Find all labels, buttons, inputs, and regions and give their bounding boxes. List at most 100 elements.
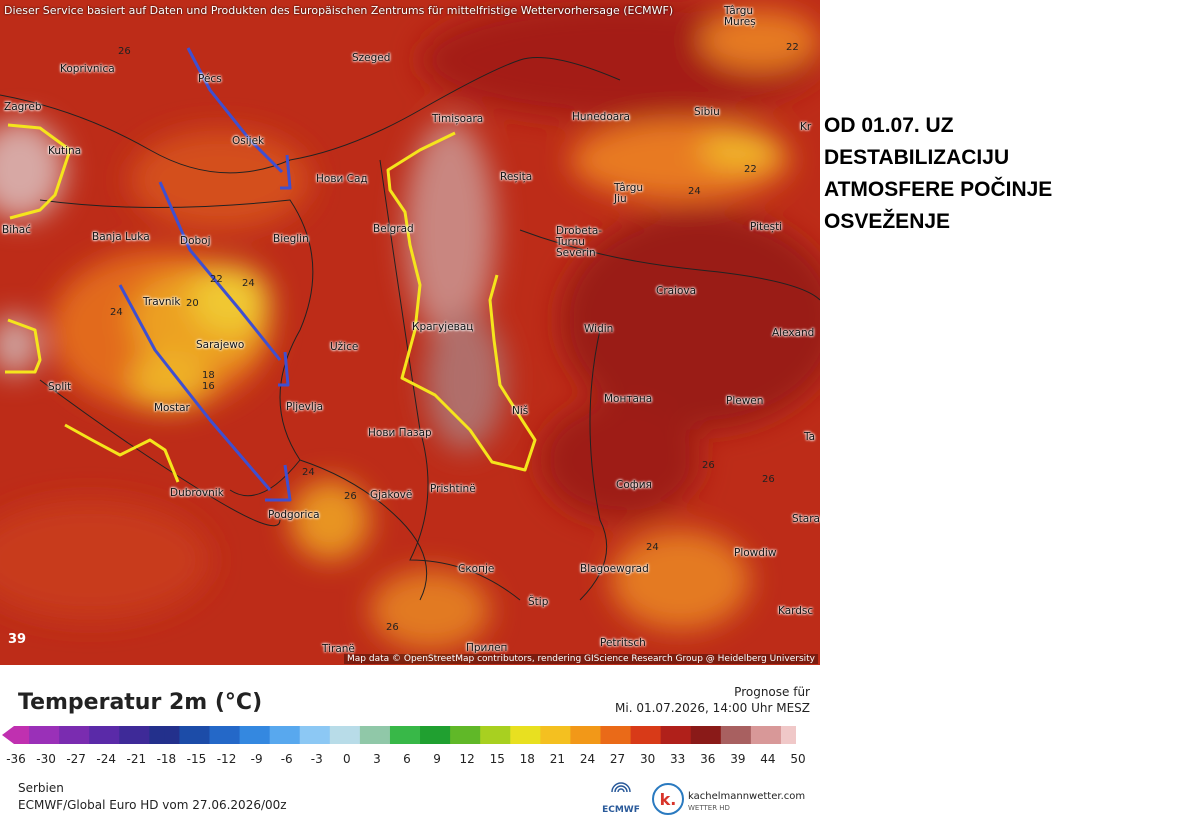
place-label: Stara	[792, 513, 820, 525]
place-label: Štip	[528, 596, 549, 608]
kachelmann-sub: WETTER HD	[688, 804, 730, 812]
place-label: Târgu Jiu	[614, 182, 644, 205]
place-label: Podgorica	[268, 509, 320, 521]
scale-label: -36	[6, 752, 26, 766]
place-label: Plewen	[726, 395, 764, 407]
place-label: Kutina	[48, 145, 82, 157]
place-label: Ta	[804, 431, 816, 443]
contour-label: 24	[302, 467, 315, 478]
contour-label: 26	[344, 491, 357, 502]
place-label: Târgu Mureș	[724, 5, 756, 28]
scale-label: -18	[156, 752, 177, 766]
ecmwf-icon	[611, 782, 631, 793]
annotation-line: ATMOSFERE POČINJE	[824, 178, 1053, 201]
place-label: Крагујевац	[412, 321, 474, 333]
place-label: Craiova	[656, 285, 697, 297]
scale-segment	[29, 726, 45, 744]
scale-segment	[254, 726, 271, 744]
color-scale	[2, 726, 796, 744]
scale-segment	[450, 726, 466, 744]
contour-label: 26	[386, 622, 399, 633]
place-label: Osijek	[232, 135, 265, 147]
place-label: Dubrovnik	[170, 487, 224, 499]
annotation-line: OD 01.07. UZ	[824, 114, 954, 137]
scale-label: -15	[186, 752, 207, 766]
place-label: Belgrad	[373, 223, 414, 235]
place-label: Widin	[584, 323, 614, 335]
place-label: Gjakovë	[370, 489, 413, 501]
contour-label: 20	[186, 298, 199, 309]
scale-label: 27	[609, 752, 626, 766]
scale-label: -21	[126, 752, 147, 766]
scale-segment	[630, 726, 647, 744]
contour-label: 24	[242, 278, 255, 289]
scale-segment	[74, 726, 90, 744]
scale-label: 39	[730, 752, 746, 766]
ecmwf-logo: ECMWF	[602, 805, 640, 815]
place-label: Banja Luka	[92, 231, 150, 243]
scale-segment	[224, 726, 241, 744]
scale-segment	[585, 726, 601, 744]
scale-segment	[645, 726, 662, 744]
scale-segment	[269, 726, 286, 744]
scale-segment	[660, 726, 677, 744]
place-label: Pljevlja	[286, 401, 324, 413]
scale-segment	[570, 726, 586, 744]
scale-label: 24	[579, 752, 596, 766]
annotation-line: OSVEŽENJE	[824, 210, 951, 233]
scale-segment	[44, 726, 60, 744]
place-label: Mostar	[154, 402, 190, 414]
contour-label: 24	[110, 307, 123, 318]
model-run: ECMWF/Global Euro HD vom 27.06.2026/00z	[18, 798, 287, 812]
place-label: Zagreb	[4, 101, 42, 113]
scale-segment	[720, 726, 737, 744]
place-label: Doboj	[180, 235, 211, 247]
contour-label: 18	[202, 370, 215, 381]
contour-label: 24	[688, 186, 701, 197]
scale-segment	[104, 726, 120, 744]
forecast-time: Mi. 01.07.2026, 14:00 Uhr MESZ	[615, 701, 810, 715]
scale-label: -30	[36, 752, 56, 766]
scale-segment	[480, 726, 496, 744]
scale-label: 30	[639, 752, 656, 766]
scale-segment	[134, 726, 150, 744]
place-label: Plowdiw	[734, 547, 777, 559]
forecast-label: Prognose für	[734, 685, 810, 699]
scale-label: -24	[96, 752, 117, 766]
scale-segment	[164, 726, 180, 744]
scale-segment	[465, 726, 481, 744]
scale-segment	[600, 726, 617, 744]
place-label: Kr	[800, 121, 812, 133]
scale-segment	[89, 726, 105, 744]
scale-segment	[359, 726, 376, 744]
scale-segment	[284, 726, 301, 744]
place-label: Bieglin	[273, 233, 309, 245]
scale-segment	[765, 726, 782, 744]
scale-segment	[119, 726, 135, 744]
scale-segment	[14, 726, 30, 744]
place-label: Скопје	[458, 563, 495, 575]
scale-segment	[209, 726, 226, 744]
scale-segment	[735, 726, 752, 744]
scale-label: -12	[216, 752, 237, 766]
contour-label: 16	[202, 381, 215, 392]
scale-segment	[149, 726, 165, 744]
scale-segment	[405, 726, 421, 744]
place-label: Sibiu	[694, 106, 720, 118]
scale-label: 9	[433, 752, 441, 766]
scale-label: 50	[790, 752, 806, 766]
scale-segment	[329, 726, 346, 744]
contour-label: 39	[8, 632, 27, 647]
scale-label: 21	[549, 752, 566, 766]
place-label: Нови Пазар	[368, 427, 432, 439]
contour-label: 24	[646, 542, 659, 553]
place-label: Szeged	[352, 52, 391, 64]
scale-label: -6	[280, 752, 293, 766]
scale-label: -9	[250, 752, 263, 766]
scale-label: 44	[760, 752, 776, 766]
place-label: Blagoewgrad	[580, 563, 649, 575]
map-field	[0, 0, 820, 665]
scale-segment	[179, 726, 195, 744]
scale-segment	[525, 726, 541, 744]
